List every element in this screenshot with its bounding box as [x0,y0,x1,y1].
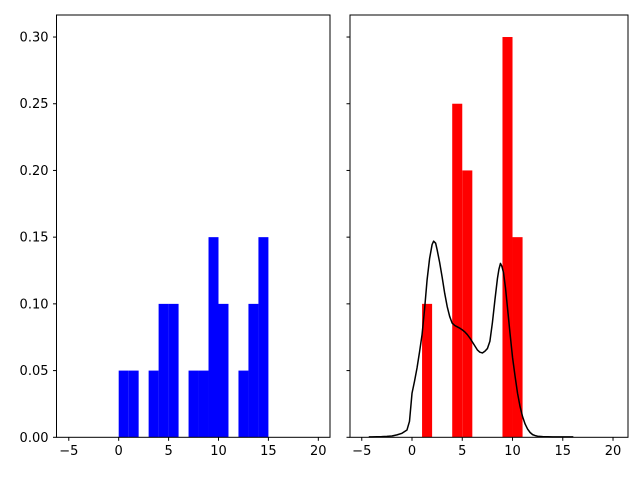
x-axis-tick-label: 10 [504,444,521,459]
y-axis-tick-label: 0.25 [20,97,49,112]
histogram-bar [512,237,523,438]
histogram-bar [218,303,229,438]
left-subplot: −5 0 5 10 15 20 0.00 0.05 0.10 0.15 0.20 0.25 0.30 [20,14,331,459]
histogram-bar [462,170,473,438]
x-axis-tick-label: −5 [59,444,78,459]
right-subplot: −5 0 5 10 15 20 [346,14,629,459]
x-axis-tick-label: 0 [115,444,123,459]
y-axis-tick-label: 0.05 [20,364,49,379]
histogram-bar [118,370,129,438]
x-axis-tick-label: 15 [554,444,571,459]
histogram-bar [248,303,259,438]
x-axis-tick-label: 5 [458,444,466,459]
y-axis-tick-label: 0.20 [20,164,49,179]
kde-curve [368,240,574,438]
x-axis-tick-label: 5 [164,444,172,459]
histogram-bar [452,103,463,438]
x-axis-tick-label: 15 [260,444,277,459]
histogram-bar [198,370,209,438]
y-axis-tick-label: 0.00 [20,431,49,446]
x-axis-tick-label: 20 [605,444,622,459]
histogram-bar [208,237,219,438]
x-axis-tick-label: 20 [310,444,327,459]
histogram-bar [148,370,159,438]
axes-spines [56,14,331,438]
histogram-bar [422,303,433,438]
histogram-bar [258,237,269,438]
histogram-bar [238,370,249,438]
histogram-bar [128,370,139,438]
histogram-bar [502,37,513,438]
axes-spines [349,14,629,438]
histogram-bar [188,370,199,438]
y-axis-tick-label: 0.30 [20,31,49,46]
histogram-bar [158,303,169,438]
histogram-bar [168,303,179,438]
x-axis-tick-label: 10 [210,444,227,459]
y-axis-tick-label: 0.15 [20,231,49,246]
y-axis-tick-label: 0.10 [20,297,49,312]
x-axis-tick-label: −5 [352,444,371,459]
x-axis-tick-label: 0 [408,444,416,459]
